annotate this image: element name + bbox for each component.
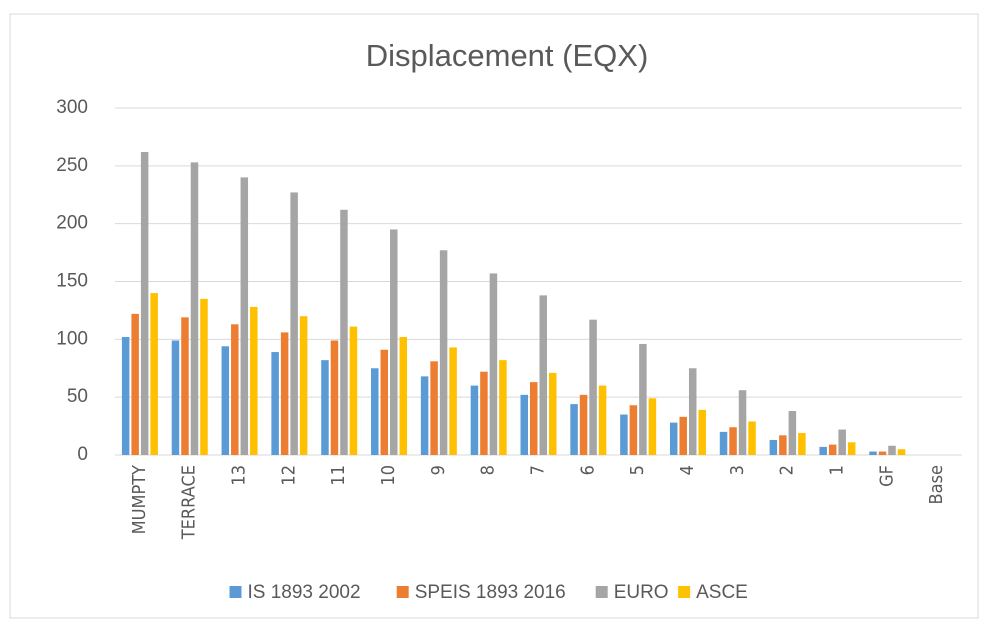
- bar: [190, 162, 199, 455]
- bar: [390, 229, 398, 455]
- x-tick-label: Base: [926, 465, 947, 504]
- bar: [669, 422, 678, 455]
- bar: [181, 317, 189, 455]
- y-tick-label: 100: [56, 328, 88, 349]
- legend-swatch: [229, 586, 242, 598]
- bar: [620, 414, 628, 455]
- bar: [330, 340, 339, 455]
- bar: [688, 368, 697, 455]
- bar: [321, 360, 329, 455]
- y-tick-label: 250: [56, 155, 88, 176]
- bar: [878, 451, 887, 455]
- x-tick-label: 1: [826, 465, 847, 475]
- bar: [748, 421, 756, 455]
- bar: [280, 332, 289, 455]
- bar: [738, 390, 747, 455]
- bar: [888, 445, 896, 455]
- x-tick-label: 8: [478, 465, 499, 475]
- bar: [897, 449, 906, 455]
- bar: [200, 298, 208, 455]
- bar: [598, 385, 607, 455]
- bar: [131, 313, 139, 455]
- bar: [769, 439, 778, 455]
- bar: [719, 431, 728, 455]
- bar: [449, 347, 457, 455]
- bar: [539, 295, 547, 455]
- bar: [430, 361, 438, 455]
- bar: [729, 427, 737, 455]
- bar: [589, 319, 597, 455]
- legend-label: IS 1893 2002: [248, 582, 361, 603]
- x-tick-label: 12: [278, 465, 299, 486]
- bar: [530, 382, 538, 455]
- legend-swatch: [396, 586, 409, 598]
- bar: [639, 343, 647, 455]
- bar: [150, 293, 158, 455]
- x-tick-label: 11: [328, 465, 349, 486]
- bar: [629, 405, 638, 455]
- legend-swatch: [595, 586, 608, 598]
- legend-label: EURO: [614, 582, 669, 603]
- x-tick-label: 4: [677, 465, 698, 475]
- x-tick-label: 6: [577, 465, 598, 475]
- y-tick-label: 0: [77, 444, 88, 465]
- x-tick-label: TERRACE: [179, 465, 200, 540]
- bar: [679, 416, 687, 455]
- bar: [698, 409, 706, 455]
- x-tick-label: 5: [627, 465, 648, 475]
- y-tick-label: 300: [56, 97, 88, 118]
- bar: [340, 209, 348, 455]
- bar: [371, 368, 379, 455]
- legend-label: SPEIS 1893 2016: [415, 582, 566, 603]
- x-tick-label: 3: [727, 465, 748, 475]
- x-tick-label: 10: [378, 465, 399, 486]
- bar: [869, 451, 877, 455]
- bar: [439, 250, 448, 455]
- bar: [579, 394, 588, 455]
- bar: [570, 404, 578, 455]
- y-tick-label: 50: [67, 386, 88, 407]
- bar: [420, 376, 429, 455]
- bar: [380, 349, 389, 455]
- bar: [470, 385, 479, 455]
- bar: [648, 398, 657, 455]
- bar: [221, 346, 230, 455]
- chart-title: Displacement (EQX): [366, 38, 649, 73]
- bar: [171, 340, 180, 455]
- y-tick-label: 200: [56, 213, 88, 234]
- bar: [499, 360, 507, 455]
- bar: [847, 442, 856, 455]
- bar: [240, 177, 249, 455]
- bar: [140, 151, 149, 455]
- x-tick-label: 2: [777, 465, 798, 475]
- bar: [828, 444, 837, 455]
- x-tick-label: 13: [229, 465, 250, 486]
- x-tick-label: MUMPTY: [129, 465, 150, 534]
- x-tick-label: 9: [428, 465, 449, 475]
- x-tick-label: 7: [528, 465, 549, 475]
- bar: [838, 429, 846, 455]
- legend-label: ASCE: [696, 582, 748, 603]
- bar: [480, 371, 488, 455]
- bar: [819, 446, 827, 455]
- bar: [299, 316, 308, 455]
- bar: [489, 273, 498, 455]
- bar: [549, 372, 557, 455]
- bar: [788, 411, 797, 455]
- legend-swatch: [678, 586, 691, 598]
- bar: [271, 352, 279, 455]
- bar: [520, 394, 528, 455]
- bar: [231, 324, 239, 455]
- x-tick-label: GF: [876, 465, 897, 487]
- bar: [779, 435, 787, 455]
- bar: [290, 192, 298, 456]
- bar: [121, 337, 130, 455]
- bar: [349, 326, 358, 455]
- bar: [250, 306, 258, 455]
- y-tick-label: 150: [56, 271, 88, 292]
- bar: [798, 433, 806, 455]
- bar: [399, 337, 408, 455]
